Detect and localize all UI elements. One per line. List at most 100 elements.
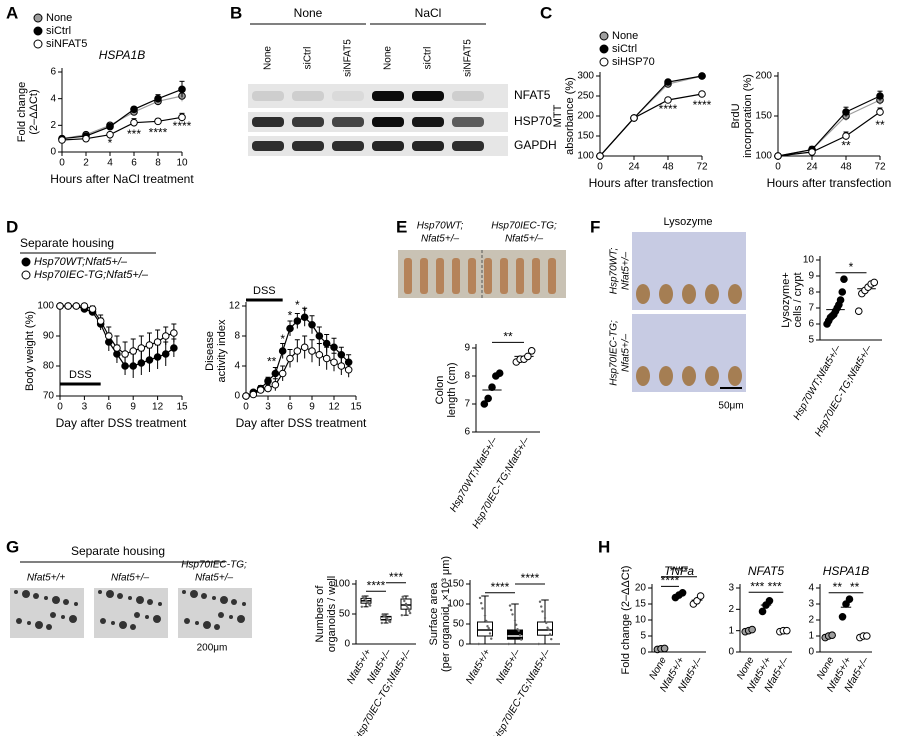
- marker: [774, 152, 782, 160]
- organoid: [237, 615, 245, 623]
- point: [508, 604, 512, 607]
- significance: **: [875, 118, 885, 132]
- legend-marker: [599, 44, 609, 54]
- y-axis-label: cells / crypt: [792, 272, 804, 327]
- organoid: [242, 602, 246, 606]
- blot-band: [412, 141, 444, 151]
- point: [402, 597, 405, 601]
- y-axis-label: Fold change: [16, 82, 28, 143]
- significance: ****: [149, 126, 168, 140]
- dot: [765, 597, 774, 605]
- y-tick-label: 1: [808, 631, 814, 642]
- organoid: [128, 596, 132, 600]
- x-tick-label: 0: [57, 402, 63, 413]
- organoid: [201, 593, 207, 599]
- y-tick-label: 150: [577, 131, 594, 142]
- significance: **: [850, 580, 860, 594]
- y-tick-label: 2: [728, 604, 734, 615]
- marker: [137, 359, 146, 367]
- dot: [696, 592, 705, 600]
- marker: [161, 350, 170, 358]
- point: [360, 605, 364, 608]
- y-tick-label: 200: [577, 111, 594, 122]
- x-tick-label: 3: [265, 402, 271, 413]
- organoid: [119, 621, 127, 629]
- dot: [838, 288, 847, 296]
- marker: [121, 350, 129, 358]
- organoid-image: [178, 588, 252, 638]
- organoid: [44, 596, 48, 600]
- y-tick-label: 0: [50, 147, 56, 158]
- y-axis-label: Disease: [204, 331, 216, 371]
- x-tick-label: 0: [59, 158, 65, 169]
- image-label: Hsp70IEC-TG;: [181, 560, 247, 571]
- significance: ****: [367, 578, 386, 592]
- colon: [436, 258, 444, 294]
- marker: [170, 344, 178, 352]
- panel-letter: B: [230, 3, 242, 22]
- genotype-label: Nfat5+/–: [421, 234, 460, 245]
- marker: [337, 362, 346, 370]
- blot-band: [332, 117, 364, 127]
- point: [408, 609, 411, 613]
- y-tick-label: 0: [458, 639, 464, 650]
- panel-letter: E: [396, 217, 407, 236]
- lane-label: siCtrl: [303, 47, 314, 70]
- point: [403, 599, 406, 603]
- x-tick-label: 0: [775, 162, 781, 173]
- y-axis-label: MTT: [552, 104, 564, 127]
- point: [387, 618, 390, 622]
- point: [401, 595, 404, 598]
- organoid: [50, 612, 56, 618]
- dot: [527, 347, 536, 355]
- organoid: [182, 590, 186, 594]
- band-label: GAPDH: [514, 138, 557, 152]
- y-axis-label: Lysozyme+: [780, 272, 792, 328]
- scale-label: 200μm: [197, 643, 228, 654]
- organoid: [61, 615, 65, 619]
- legend-marker: [21, 257, 31, 267]
- legend-marker: [33, 26, 43, 36]
- point: [408, 611, 412, 615]
- legend-label: Hsp70IEC-TG;Nfat5+/–: [34, 269, 149, 281]
- y-axis-label: (2–ΔΔCt): [28, 89, 40, 134]
- organoid: [130, 624, 136, 630]
- point: [538, 600, 542, 603]
- x-tick-label: 48: [662, 162, 674, 173]
- marker: [242, 392, 250, 400]
- series-line: [61, 88, 183, 140]
- point: [543, 616, 547, 620]
- y-tick-label: 100: [577, 151, 594, 162]
- marker: [293, 347, 302, 355]
- blot-band: [292, 141, 324, 151]
- y-axis-label: organoids / well: [326, 576, 338, 652]
- point: [486, 625, 489, 628]
- dot: [836, 296, 845, 304]
- point: [540, 605, 543, 608]
- legend-label: siCtrl: [46, 25, 71, 37]
- organoid: [106, 590, 114, 598]
- y-axis-label: Fold change (2–ΔΔCt): [620, 566, 632, 675]
- y-tick-label: 4: [808, 583, 814, 594]
- organoid: [14, 590, 18, 594]
- blot-band: [372, 91, 404, 101]
- legend-label: siCtrl: [612, 43, 637, 55]
- dot: [870, 278, 879, 287]
- significance: ****: [491, 580, 510, 594]
- blot-band: [332, 141, 364, 151]
- y-tick-label: 90: [43, 331, 55, 342]
- dot: [854, 307, 863, 316]
- legend-marker: [33, 13, 43, 23]
- x-tick-label: 10: [176, 158, 188, 169]
- colon: [404, 258, 412, 294]
- significance: ****: [521, 571, 540, 585]
- significance: ***: [768, 579, 782, 593]
- colon: [452, 258, 460, 294]
- organoid: [220, 596, 228, 604]
- marker: [145, 341, 154, 349]
- marker: [596, 152, 604, 160]
- y-tick-label: 0: [344, 639, 350, 650]
- marker: [344, 365, 353, 374]
- series-line: [599, 93, 703, 157]
- marker: [698, 72, 706, 80]
